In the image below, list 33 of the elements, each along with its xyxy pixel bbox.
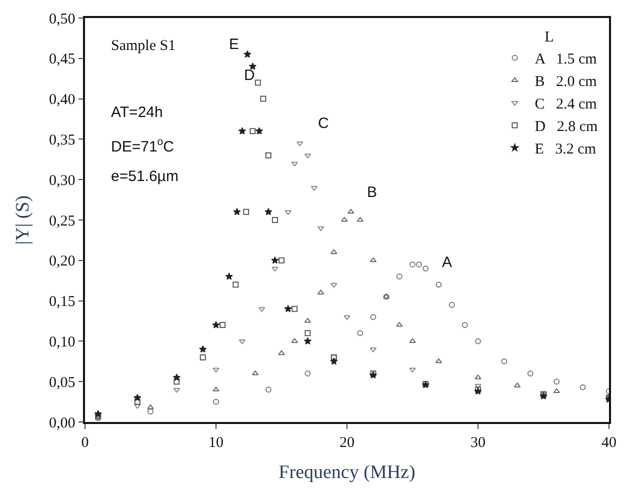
legend-label: C 2.4 cm: [534, 96, 598, 113]
x-tick-label: 0: [81, 434, 89, 451]
y-tick-label: 0,25: [49, 213, 76, 230]
x-axis-title: Frequency (MHz): [278, 462, 416, 484]
x-tick-label: 20: [340, 434, 354, 451]
legend-label: A 1.5 cm: [534, 52, 598, 68]
annotation: e=51.6µm: [111, 168, 178, 185]
annotation: A: [442, 254, 452, 271]
legend-label: D 2.8 cm: [534, 119, 598, 136]
legend-label: B 2.0 cm: [534, 74, 598, 90]
y-tick-label: 0,05: [49, 374, 76, 391]
annotation: E: [229, 36, 240, 53]
x-tick-label: 30: [470, 434, 486, 451]
x-tick-label: 10: [208, 434, 224, 451]
annotation: D: [244, 67, 255, 84]
y-tick-label: 0,10: [49, 334, 76, 350]
legend-label: E 3.2 cm: [534, 142, 596, 158]
y-tick-label: 0,30: [49, 172, 76, 189]
annotation: AT=24h: [111, 104, 163, 121]
y-tick-label: 0,50: [49, 11, 76, 28]
y-axis-title: |Y| (S): [12, 195, 34, 245]
y-tick-label: 0,40: [49, 92, 76, 108]
y-tick-label: 0,00: [49, 415, 76, 432]
legend-title: L: [544, 30, 554, 46]
y-tick-label: 0,35: [49, 132, 76, 148]
y-tick-label: 0,45: [49, 52, 76, 68]
y-tick-label: 0,15: [49, 294, 76, 310]
x-tick-label: 40: [602, 434, 616, 451]
annotation: DE=71$^{o}$C: [111, 136, 174, 156]
annotation: C: [318, 115, 329, 132]
y-tick-label: 0,20: [49, 254, 76, 270]
annotation: B: [367, 184, 378, 201]
annotation: Sample S1: [111, 38, 176, 54]
